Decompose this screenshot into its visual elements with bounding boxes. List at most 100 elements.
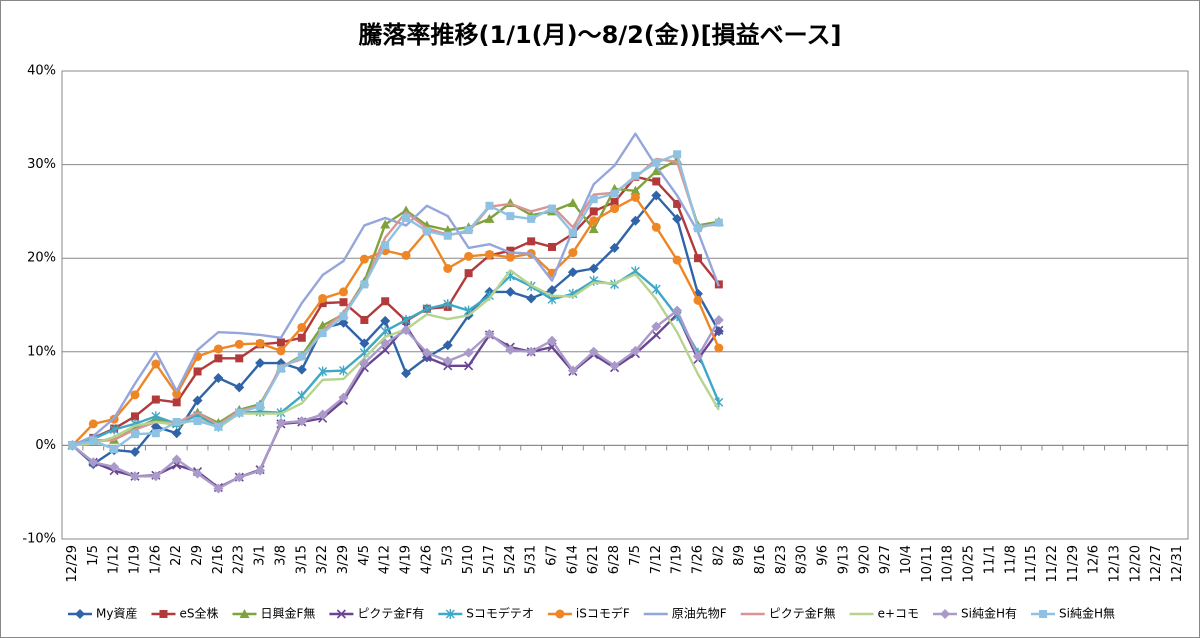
data-point <box>592 281 596 285</box>
data-point <box>609 242 620 253</box>
legend-label: e+コモ <box>878 607 919 621</box>
data-point <box>151 395 160 404</box>
data-point <box>151 411 161 422</box>
data-point <box>610 198 619 207</box>
x-tick-label: 4/5 <box>357 545 372 566</box>
data-point <box>213 344 223 354</box>
data-point <box>673 150 682 159</box>
data-point <box>651 190 662 201</box>
data-point <box>443 231 452 240</box>
data-point <box>487 296 491 300</box>
data-point <box>675 193 679 197</box>
data-point <box>422 303 432 314</box>
x-tick-label: 6/14 <box>565 545 580 574</box>
data-point <box>300 301 304 305</box>
data-point <box>550 294 554 298</box>
data-point <box>613 281 617 285</box>
data-point <box>588 263 599 274</box>
data-point <box>651 284 661 295</box>
data-point <box>237 331 241 335</box>
legend-marker <box>940 609 951 619</box>
data-point <box>588 224 599 234</box>
data-point <box>464 226 473 235</box>
data-point <box>112 435 116 439</box>
legend-marker <box>1039 610 1048 618</box>
data-point <box>381 241 390 250</box>
data-point <box>359 338 370 349</box>
data-point <box>171 454 182 465</box>
data-point <box>151 359 161 369</box>
data-point <box>463 347 474 358</box>
data-point <box>193 367 202 376</box>
data-point <box>652 158 661 167</box>
data-point <box>297 352 306 361</box>
data-point <box>567 365 578 376</box>
x-tick-label: 12/20 <box>1128 545 1143 582</box>
data-point <box>216 330 220 334</box>
data-point <box>213 483 224 494</box>
data-point <box>717 408 721 412</box>
data-point <box>550 279 554 283</box>
data-point <box>508 268 512 272</box>
legend-label: iSコモデF <box>576 606 630 621</box>
data-point <box>467 246 471 250</box>
data-point <box>464 269 473 278</box>
data-point <box>321 273 325 277</box>
data-point <box>527 214 536 223</box>
data-point <box>467 313 471 317</box>
data-point <box>527 237 536 246</box>
data-point <box>571 295 575 299</box>
x-tick-label: 12/29 <box>65 545 80 582</box>
data-point <box>235 354 244 363</box>
data-point <box>568 228 577 237</box>
series <box>68 150 723 454</box>
data-point <box>192 468 203 479</box>
data-point <box>422 227 431 236</box>
data-point <box>464 361 474 371</box>
data-point <box>404 223 408 227</box>
series-line <box>71 132 720 447</box>
x-tick-label: 9/20 <box>857 545 872 574</box>
x-tick-label: 6/21 <box>586 545 601 574</box>
x-tick-label: 9/6 <box>816 545 831 566</box>
data-point <box>567 197 578 207</box>
legend-label: eS全株 <box>179 606 218 621</box>
data-point <box>693 295 703 305</box>
data-point <box>296 416 307 427</box>
data-point <box>255 465 266 476</box>
x-tick-label: 9/13 <box>836 545 851 574</box>
x-tick-label: 2/9 <box>190 545 205 566</box>
data-point <box>150 471 161 482</box>
data-point <box>630 345 641 356</box>
y-tick-label: 10% <box>27 344 56 359</box>
data-point <box>150 421 161 432</box>
data-point <box>631 171 640 180</box>
x-tick-label: 5/10 <box>461 545 476 574</box>
data-point <box>446 317 450 321</box>
data-point <box>402 213 411 222</box>
x-tick-label: 4/19 <box>399 545 414 574</box>
data-point <box>234 339 244 349</box>
data-point <box>133 424 137 428</box>
data-point <box>443 299 453 310</box>
data-point <box>234 382 245 393</box>
data-point <box>360 315 369 324</box>
data-point <box>380 315 391 326</box>
x-tick-label: 4/12 <box>378 545 393 574</box>
y-tick-label: 40% <box>27 64 56 79</box>
x-tick-label: 6/7 <box>545 545 560 566</box>
data-point <box>696 372 700 376</box>
legend-item: My資産 <box>68 606 137 621</box>
data-point <box>714 218 723 227</box>
x-tick-label: 5/3 <box>440 545 455 566</box>
y-tick-label: 30% <box>27 157 56 172</box>
data-point <box>672 255 682 265</box>
data-point <box>442 356 453 367</box>
data-point <box>651 222 661 232</box>
legend-item: ピクテ金F無 <box>740 606 836 621</box>
data-point <box>255 358 266 369</box>
x-tick-label: 1/12 <box>107 545 122 574</box>
data-point <box>484 249 494 259</box>
data-point <box>380 338 391 349</box>
data-point <box>633 132 637 136</box>
